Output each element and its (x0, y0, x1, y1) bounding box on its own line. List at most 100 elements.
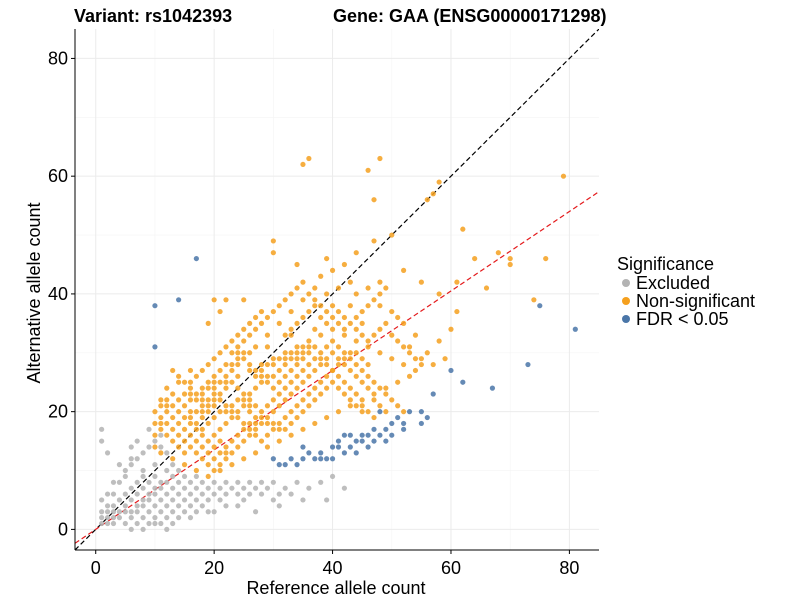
data-point (318, 332, 324, 338)
data-point (270, 497, 276, 503)
data-point (205, 497, 211, 503)
data-point (99, 438, 105, 444)
data-point (258, 414, 265, 421)
data-point (229, 350, 235, 356)
data-point (199, 444, 205, 450)
data-point (418, 356, 424, 362)
data-point (300, 409, 306, 415)
data-point (211, 373, 217, 379)
data-point (406, 373, 413, 379)
data-point (365, 385, 371, 391)
data-point (252, 367, 259, 374)
data-point (181, 391, 188, 397)
data-point (371, 414, 377, 421)
data-point (377, 432, 383, 438)
data-point (211, 385, 217, 391)
data-point (229, 338, 235, 344)
data-point (235, 432, 241, 438)
data-point (164, 409, 170, 415)
x-axis-title: Reference allele count (246, 578, 425, 598)
data-point (389, 420, 395, 427)
data-point (193, 497, 199, 503)
data-point (170, 367, 176, 374)
data-point (282, 297, 288, 303)
data-point (223, 491, 229, 497)
data-point (152, 491, 158, 497)
data-point (335, 373, 342, 379)
data-point (199, 409, 205, 415)
data-point (300, 350, 306, 356)
y-tick-label: 40 (48, 284, 68, 304)
data-point (306, 391, 312, 397)
data-point (270, 385, 276, 391)
data-point (181, 438, 188, 444)
data-point (353, 350, 359, 356)
data-point (134, 491, 140, 497)
data-point (116, 497, 123, 503)
data-point (122, 491, 128, 497)
data-point (324, 497, 330, 503)
data-point (122, 467, 128, 474)
data-point (229, 361, 235, 368)
data-point (247, 332, 253, 338)
data-point (270, 361, 276, 368)
data-point (264, 332, 271, 338)
x-tick-label: 0 (91, 558, 101, 578)
data-point (424, 414, 430, 421)
data-point (329, 473, 336, 480)
data-point (152, 420, 158, 427)
data-point (229, 409, 235, 415)
data-point (341, 379, 348, 385)
data-point (193, 509, 199, 515)
data-point (252, 509, 259, 515)
data-point (324, 414, 330, 421)
data-point (371, 238, 377, 244)
data-point (294, 285, 300, 291)
data-point (176, 479, 182, 485)
data-point (395, 338, 401, 344)
data-point (104, 503, 111, 509)
data-point (187, 391, 194, 397)
data-point (152, 438, 158, 444)
data-point (176, 379, 182, 385)
data-point (412, 356, 419, 362)
data-point (134, 509, 140, 515)
data-point (223, 456, 229, 462)
data-point (181, 426, 188, 432)
data-point (176, 409, 182, 415)
data-points (99, 155, 578, 532)
data-point (312, 367, 318, 374)
data-point (276, 391, 282, 397)
data-point (146, 491, 152, 497)
data-point (312, 297, 318, 303)
data-point (247, 420, 253, 427)
data-point (312, 303, 318, 309)
data-point (359, 438, 365, 444)
data-point (229, 367, 235, 374)
data-point (158, 485, 164, 491)
data-point (205, 403, 211, 409)
data-point (377, 403, 383, 409)
data-point (187, 515, 194, 521)
data-point (324, 385, 330, 391)
data-point (329, 303, 336, 309)
data-point (217, 467, 223, 474)
data-point (217, 391, 223, 397)
data-point (264, 344, 271, 350)
data-point (170, 426, 176, 432)
data-point (252, 450, 259, 456)
data-point (205, 385, 211, 391)
data-point (152, 462, 158, 468)
data-point (306, 338, 312, 344)
data-point (170, 497, 176, 503)
data-point (341, 391, 348, 397)
data-point (430, 361, 436, 368)
data-point (193, 473, 199, 480)
data-point (460, 379, 466, 385)
data-point (187, 397, 194, 403)
data-point (252, 314, 259, 321)
data-point (531, 297, 537, 303)
data-point (247, 391, 253, 397)
data-point (258, 438, 265, 444)
reference-line-fit (75, 191, 599, 544)
